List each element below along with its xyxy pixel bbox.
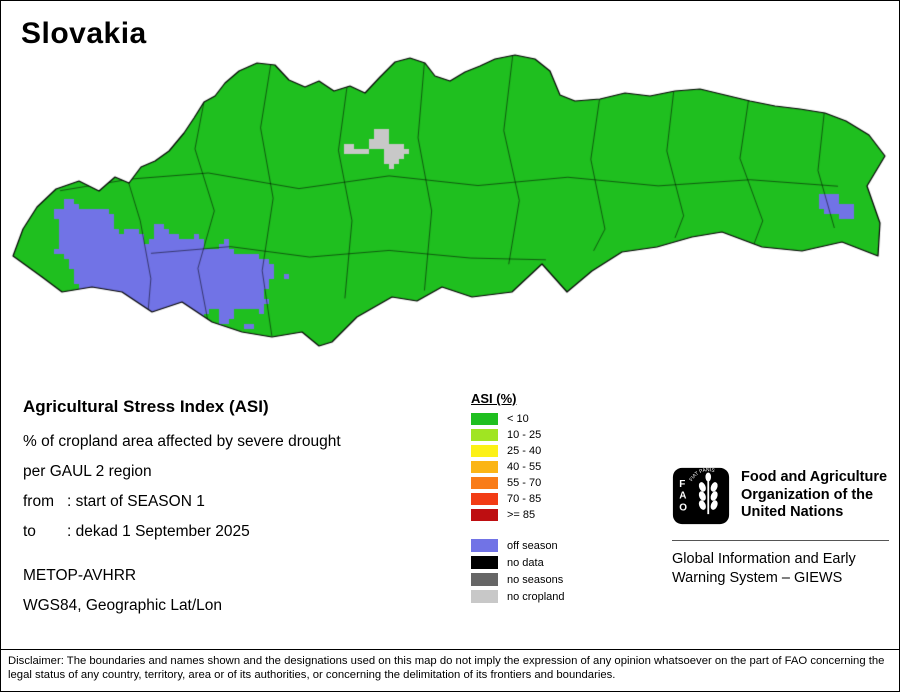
wheat-ear-icon	[698, 472, 718, 515]
svg-text:A: A	[679, 491, 686, 502]
legend-row: 70 - 85	[471, 493, 565, 505]
info-to-line: to : dekad 1 September 2025	[23, 523, 341, 541]
page-title: Slovakia	[21, 17, 147, 50]
legend-swatch	[471, 461, 498, 473]
legend-label: 40 - 55	[507, 461, 542, 473]
legend-label: 70 - 85	[507, 493, 542, 505]
legend-swatch	[471, 539, 498, 552]
fao-logo-letters: FAO	[679, 479, 687, 514]
from-value: : start of SEASON 1	[67, 493, 205, 510]
legend-label: < 10	[507, 413, 529, 425]
legend-swatch	[471, 556, 498, 569]
to-label: to	[23, 523, 36, 540]
projection-line: WGS84, Geographic Lat/Lon	[23, 597, 223, 614]
legend-row: no cropland	[471, 590, 565, 603]
svg-text:F: F	[679, 479, 685, 490]
legend-label: no data	[507, 556, 544, 569]
legend-swatch	[471, 477, 498, 489]
map-info: Agricultural Stress Index (ASI) % of cro…	[23, 397, 341, 627]
fao-divider	[672, 540, 889, 541]
legend-row: >= 85	[471, 509, 565, 521]
legend-swatch	[471, 509, 498, 521]
slovakia-asi-map	[1, 1, 899, 373]
legend-row: < 10	[471, 413, 565, 425]
legend-row: 25 - 40	[471, 445, 565, 457]
legend-row: no seasons	[471, 573, 565, 586]
legend-row: off season	[471, 539, 565, 552]
legend-row: 10 - 25	[471, 429, 565, 441]
legend-asi-classes: < 10 10 - 25 25 - 40 40 - 55 55 - 70 70 - 85 >…	[471, 413, 565, 521]
legend-title: ASI (%)	[471, 391, 517, 406]
giews-text: Global Information and Early Warning Sys…	[672, 551, 856, 586]
legend-swatch	[471, 493, 498, 505]
legend-label: >= 85	[507, 509, 536, 521]
legend-swatch	[471, 590, 498, 603]
from-label: from	[23, 493, 54, 510]
legend-label: 25 - 40	[507, 445, 542, 457]
svg-text:O: O	[679, 503, 687, 514]
legend-label: 10 - 25	[507, 429, 542, 441]
legend-row: no data	[471, 556, 565, 569]
to-value: : dekad 1 September 2025	[67, 523, 250, 540]
sensor-line: METOP-AVHRR	[23, 567, 137, 584]
legend-swatch	[471, 429, 498, 441]
legend-row: 55 - 70	[471, 477, 565, 489]
legend-label: off season	[507, 539, 558, 552]
legend-label: no cropland	[507, 590, 565, 603]
legend-swatch	[471, 445, 498, 457]
info-from-line: from : start of SEASON 1	[23, 493, 341, 511]
asi-legend: ASI (%) < 10 10 - 25 25 - 40 40 - 55 55 - 70…	[471, 391, 565, 607]
fao-org-text: Food and Agriculture Organization of the…	[741, 469, 888, 520]
legend-extras: off season no data no seasons no cropland	[471, 539, 565, 603]
legend-label: no seasons	[507, 573, 564, 586]
legend-row: 40 - 55	[471, 461, 565, 473]
fao-logo-icon: FAO FIAT PANIS	[672, 467, 730, 525]
asi-heading: Agricultural Stress Index (ASI)	[23, 397, 269, 416]
footer-rule	[1, 649, 899, 650]
legend-swatch	[471, 573, 498, 586]
info-cropland-line: % of cropland area affected by severe dr…	[23, 433, 341, 450]
legend-swatch	[471, 413, 498, 425]
disclaimer-text: Disclaimer: The boundaries and names sho…	[8, 655, 885, 681]
legend-label: 55 - 70	[507, 477, 542, 489]
info-gaul-line: per GAUL 2 region	[23, 463, 152, 480]
